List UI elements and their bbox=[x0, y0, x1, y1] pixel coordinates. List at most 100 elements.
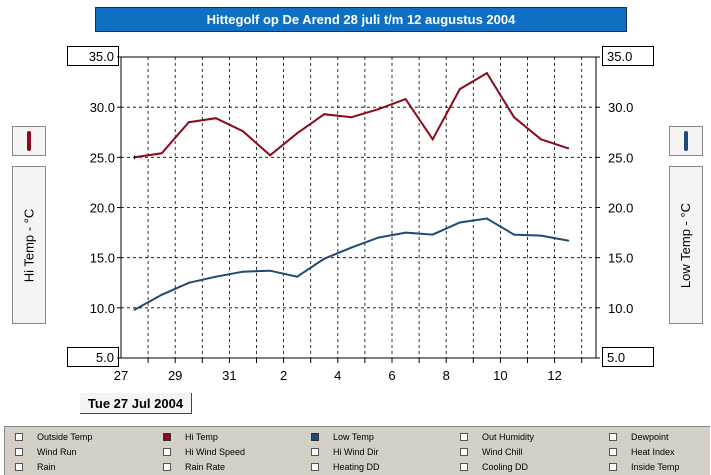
hi-temp-color-button[interactable] bbox=[12, 126, 46, 156]
data-point bbox=[485, 72, 488, 75]
legend-checkbox[interactable] bbox=[15, 433, 23, 441]
legend-label: Heating DD bbox=[333, 462, 380, 472]
data-point bbox=[431, 138, 434, 141]
chart-title: Hittegolf op De Arend 28 juli t/m 12 aug… bbox=[95, 7, 627, 32]
legend-label: Hi Wind Dir bbox=[333, 447, 379, 457]
y-tick-label-right: 30.0 bbox=[608, 100, 633, 115]
x-tick-label: 2 bbox=[280, 368, 287, 383]
data-point bbox=[404, 98, 407, 101]
legend-item-out-humidity[interactable]: Out Humidity bbox=[460, 431, 534, 443]
data-point bbox=[214, 117, 217, 120]
legend-item-low-temp[interactable]: Low Temp bbox=[311, 431, 374, 443]
legend-checkbox[interactable] bbox=[609, 433, 617, 441]
legend-item-hi-wind-dir[interactable]: Hi Wind Dir bbox=[311, 446, 379, 458]
legend-label: Outside Temp bbox=[37, 432, 93, 442]
legend-checkbox[interactable] bbox=[609, 448, 617, 456]
data-point bbox=[350, 116, 353, 119]
left-axis-max: 35.0 bbox=[67, 46, 119, 66]
right-axis-min: 5.0 bbox=[602, 347, 654, 367]
y-tick-label-right: 25.0 bbox=[608, 150, 633, 165]
legend-label: Cooling DD bbox=[482, 462, 529, 472]
legend-item-rain-rate[interactable]: Rain Rate bbox=[163, 461, 225, 473]
legend-label: Dewpoint bbox=[631, 432, 669, 442]
legend-checkbox[interactable] bbox=[311, 463, 319, 471]
data-point bbox=[485, 217, 488, 220]
legend-checkbox[interactable] bbox=[311, 448, 319, 456]
series-line-low-temp bbox=[134, 217, 569, 311]
data-point bbox=[513, 233, 515, 236]
legend-label: Rain bbox=[37, 462, 56, 472]
legend-label: Out Humidity bbox=[482, 432, 535, 442]
y-tick-label-right: 20.0 bbox=[608, 201, 633, 216]
data-point bbox=[404, 231, 407, 234]
legend-label: Wind Chill bbox=[482, 447, 523, 457]
legend-label: Hi Temp bbox=[185, 432, 218, 442]
y-tick-label-left: 30.0 bbox=[90, 100, 115, 115]
y-tick-label-right: 10.0 bbox=[608, 301, 633, 316]
low-temp-swatch-icon bbox=[684, 131, 688, 151]
data-point bbox=[350, 246, 353, 249]
low-temp-color-button[interactable] bbox=[669, 126, 703, 156]
data-point bbox=[133, 308, 136, 311]
y-tick-label-left: 20.0 bbox=[90, 201, 115, 216]
temperature-chart[interactable]: 30.0 30.025.0 25.020.0 20.015.0 15.010.0 10.0… bbox=[0, 0, 711, 400]
data-point bbox=[377, 236, 380, 239]
legend-item-outside-temp[interactable]: Outside Temp bbox=[15, 431, 92, 443]
x-tick-label: 10 bbox=[493, 368, 507, 383]
legend-checkbox[interactable] bbox=[460, 433, 468, 441]
y-tick-label-right: 15.0 bbox=[608, 251, 633, 266]
series-legend: Outside Temp Hi Temp Low Temp Out Humidity D… bbox=[4, 426, 710, 475]
legend-label: Hi Wind Speed bbox=[185, 447, 246, 457]
data-point bbox=[269, 154, 272, 157]
data-point bbox=[540, 234, 542, 237]
legend-label: Heat Index bbox=[631, 447, 675, 457]
legend-checkbox[interactable] bbox=[460, 463, 468, 471]
legend-checkbox[interactable] bbox=[15, 463, 23, 471]
legend-label: Inside Temp bbox=[631, 462, 680, 472]
legend-label: Low Temp bbox=[333, 432, 374, 442]
data-point bbox=[323, 113, 326, 116]
hi-temp-swatch-icon bbox=[27, 131, 31, 151]
series-line-hi-temp bbox=[134, 71, 569, 159]
legend-item-heat-index[interactable]: Heat Index bbox=[609, 446, 675, 458]
left-axis-label-button[interactable]: Hi Temp - °C bbox=[12, 166, 46, 324]
data-point bbox=[241, 270, 244, 273]
legend-checkbox[interactable] bbox=[163, 463, 171, 471]
x-tick-label: 8 bbox=[443, 368, 450, 383]
data-point bbox=[269, 269, 272, 272]
legend-label: Wind Run bbox=[37, 447, 77, 457]
right-axis-label-button[interactable]: Low Temp - °C bbox=[669, 166, 703, 324]
data-point bbox=[513, 116, 515, 119]
legend-checkbox[interactable] bbox=[163, 433, 171, 441]
legend-checkbox[interactable] bbox=[311, 433, 319, 441]
legend-item-wind-chill[interactable]: Wind Chill bbox=[460, 446, 523, 458]
legend-item-wind-run[interactable]: Wind Run bbox=[15, 446, 77, 458]
data-point bbox=[540, 138, 542, 141]
legend-item-rain[interactable]: Rain bbox=[15, 461, 56, 473]
data-point bbox=[458, 88, 461, 91]
legend-item-hi-temp[interactable]: Hi Temp bbox=[163, 431, 218, 443]
data-point bbox=[458, 221, 461, 224]
x-tick-label: 4 bbox=[334, 368, 341, 383]
legend-item-inside-temp[interactable]: Inside Temp bbox=[609, 461, 679, 473]
legend-item-heating-dd[interactable]: Heating DD bbox=[311, 461, 380, 473]
x-tick-label: 12 bbox=[547, 368, 561, 383]
y-tick-label-left: 15.0 bbox=[90, 251, 115, 266]
legend-item-dewpoint[interactable]: Dewpoint bbox=[609, 431, 669, 443]
legend-item-cooling-dd[interactable]: Cooling DD bbox=[460, 461, 528, 473]
cursor-date: Tue 27 Jul 2004 bbox=[80, 393, 192, 414]
legend-label: Rain Rate bbox=[185, 462, 226, 472]
legend-item-hi-wind-speed[interactable]: Hi Wind Speed bbox=[163, 446, 245, 458]
data-point bbox=[241, 130, 244, 133]
legend-checkbox[interactable] bbox=[163, 448, 171, 456]
data-point bbox=[567, 239, 570, 242]
legend-checkbox[interactable] bbox=[609, 463, 617, 471]
legend-checkbox[interactable] bbox=[460, 448, 468, 456]
data-point bbox=[323, 257, 326, 260]
y-tick-label-left: 25.0 bbox=[90, 150, 115, 165]
data-point bbox=[160, 152, 163, 155]
legend-checkbox[interactable] bbox=[15, 448, 23, 456]
data-point bbox=[296, 275, 299, 278]
data-point bbox=[567, 147, 570, 150]
data-point bbox=[160, 293, 163, 296]
